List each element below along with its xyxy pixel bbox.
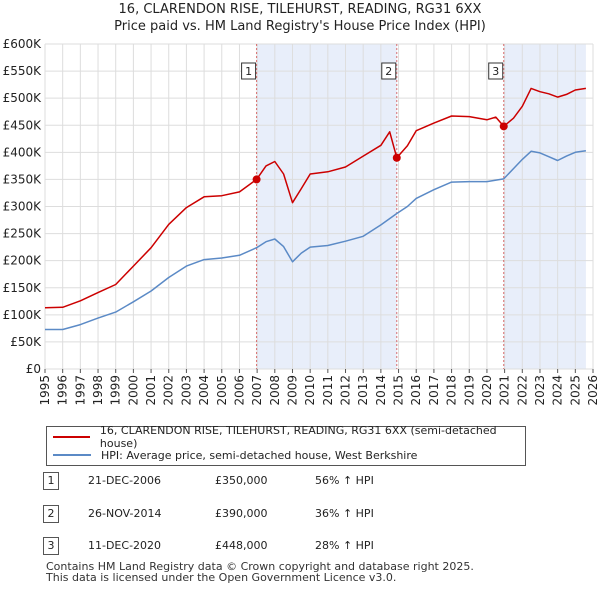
chart-legend: 16, CLARENDON RISE, TILEHURST, READING, … bbox=[46, 424, 526, 466]
y-tick-label: £100K bbox=[3, 308, 43, 322]
y-tick-label: £0 bbox=[26, 362, 41, 376]
x-tick-label: 1999 bbox=[109, 375, 123, 406]
sale-point bbox=[392, 153, 401, 162]
x-tick-label: 2013 bbox=[356, 375, 370, 406]
x-tick-label: 2016 bbox=[409, 375, 423, 406]
legend-item-hpi: HPI: Average price, semi-detached house,… bbox=[47, 446, 417, 464]
x-tick-label: 2023 bbox=[533, 375, 547, 406]
x-tick-label: 2009 bbox=[285, 375, 299, 406]
sale-date: 11-DEC-2020 bbox=[88, 539, 162, 552]
y-tick-label: £200K bbox=[3, 254, 43, 268]
sale-marker-box bbox=[488, 62, 504, 80]
x-tick-label: 2018 bbox=[445, 375, 459, 406]
sale-number-badge: 2 bbox=[43, 505, 59, 523]
sale-number-badge: 1 bbox=[43, 472, 59, 490]
x-tick-label: 2006 bbox=[232, 375, 246, 406]
x-tick-label: 2024 bbox=[551, 375, 565, 406]
sale-marker-label: 3 bbox=[492, 65, 499, 78]
footer-attribution: Contains HM Land Registry data © Crown c… bbox=[46, 561, 474, 583]
y-tick-label: £350K bbox=[3, 172, 43, 186]
legend-swatch-property bbox=[53, 436, 90, 438]
price-chart: 1 2 3 £0 £50K £100K £150K £200K £250K £300K £350K… bbox=[3, 37, 600, 406]
y-tick-label: £400K bbox=[3, 145, 43, 159]
chart-subtitle: Price paid vs. HM Land Registry's House … bbox=[114, 19, 486, 34]
sale-point bbox=[252, 175, 261, 184]
y-tick-label: £450K bbox=[3, 118, 43, 132]
hpi-line bbox=[45, 149, 587, 331]
sale-marker-label: 1 bbox=[245, 65, 252, 78]
legend-swatch-hpi bbox=[53, 454, 91, 456]
y-tick-label: £250K bbox=[3, 227, 43, 241]
x-tick-label: 2002 bbox=[162, 375, 176, 406]
sale-price: £448,000 bbox=[215, 539, 268, 552]
sale-date: 21-DEC-2006 bbox=[88, 474, 162, 487]
property-price-line bbox=[44, 87, 587, 309]
sale-hpi-change: 36% ↑ HPI bbox=[315, 507, 374, 520]
sale-number-badge: 3 bbox=[43, 537, 59, 555]
sale-hpi-change: 56% ↑ HPI bbox=[315, 474, 374, 487]
sale-row: 1 21-DEC-2006 £350,000 56% ↑ HPI bbox=[0, 472, 600, 494]
footer-line-1: Contains HM Land Registry data © Crown c… bbox=[46, 560, 474, 573]
chart-title: 16, CLARENDON RISE, TILEHURST, READING, … bbox=[118, 2, 482, 17]
y-tick-label: £50K bbox=[10, 335, 42, 349]
x-tick-label: 2020 bbox=[480, 375, 494, 406]
x-tick-label: 2010 bbox=[303, 375, 317, 406]
sale-marker-label: 2 bbox=[385, 65, 392, 78]
footer-line-2: This data is licensed under the Open Gov… bbox=[46, 571, 397, 584]
x-tick-label: 2005 bbox=[215, 375, 229, 406]
sale-marker-box bbox=[381, 62, 397, 80]
x-tick-label: 1997 bbox=[73, 375, 87, 406]
x-tick-label: 2022 bbox=[515, 375, 529, 406]
x-tick-label: 1996 bbox=[56, 375, 70, 406]
y-tick-label: £300K bbox=[3, 200, 43, 214]
x-tick-label: 2001 bbox=[144, 375, 158, 406]
sale-point bbox=[499, 122, 508, 131]
x-tick-label: 2011 bbox=[321, 375, 335, 406]
sale-marker-box bbox=[241, 62, 257, 80]
x-tick-label: 2000 bbox=[126, 375, 140, 406]
sale-price: £390,000 bbox=[215, 507, 268, 520]
legend-item-property: 16, CLARENDON RISE, TILEHURST, READING, … bbox=[47, 424, 525, 450]
x-tick-label: 2004 bbox=[197, 375, 211, 406]
sale-hpi-change: 28% ↑ HPI bbox=[315, 539, 374, 552]
x-tick-label: 2015 bbox=[392, 375, 406, 406]
x-tick-label: 2012 bbox=[339, 375, 353, 406]
y-tick-label: £550K bbox=[3, 64, 43, 78]
x-tick-label: 2007 bbox=[250, 375, 264, 406]
x-tick-label: 2026 bbox=[586, 375, 600, 406]
y-tick-label: £600K bbox=[3, 37, 43, 51]
x-tick-label: 2014 bbox=[374, 375, 388, 406]
sale-row: 2 26-NOV-2014 £390,000 36% ↑ HPI bbox=[0, 505, 600, 527]
x-tick-label: 2017 bbox=[427, 375, 441, 406]
x-tick-label: 2003 bbox=[179, 375, 193, 406]
legend-label-hpi: HPI: Average price, semi-detached house,… bbox=[101, 448, 418, 462]
sale-price: £350,000 bbox=[215, 474, 268, 487]
x-tick-label: 2021 bbox=[498, 375, 512, 406]
x-tick-label: 2025 bbox=[568, 375, 582, 406]
x-tick-label: 1998 bbox=[91, 375, 105, 406]
sale-date: 26-NOV-2014 bbox=[88, 507, 162, 520]
legend-label-property: 16, CLARENDON RISE, TILEHURST, READING, … bbox=[99, 424, 497, 450]
x-tick-label: 2019 bbox=[462, 375, 476, 406]
y-tick-label: £150K bbox=[3, 281, 43, 295]
sale-row: 3 11-DEC-2020 £448,000 28% ↑ HPI bbox=[0, 537, 600, 559]
x-tick-label: 1995 bbox=[38, 375, 52, 406]
y-tick-label: £500K bbox=[3, 91, 43, 105]
x-tick-label: 2008 bbox=[268, 375, 282, 406]
